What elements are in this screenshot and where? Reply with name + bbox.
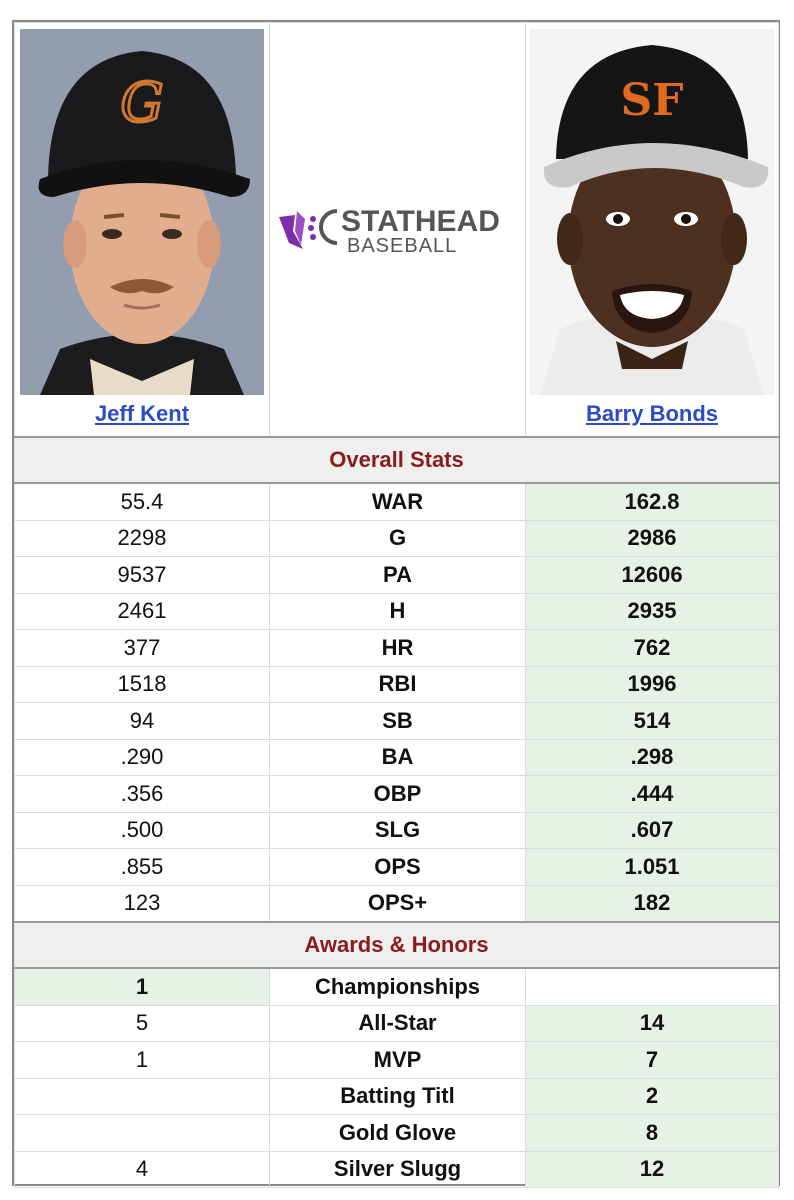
overall-right-value: 762	[525, 629, 779, 667]
award-left-value: 4	[14, 1150, 270, 1188]
overall-row: 2461 H 2935	[14, 592, 779, 630]
comparison-table: G Jeff Kent STATHE	[14, 22, 779, 1188]
awards-header: Awards & Honors	[14, 921, 779, 969]
overall-stat-label: OBP	[269, 775, 526, 813]
award-stat-label: Championships	[269, 967, 526, 1006]
overall-stat-label: OPS	[269, 848, 526, 886]
award-left-value	[14, 1077, 270, 1115]
awards-title: Awards & Honors	[14, 921, 779, 969]
overall-row: .356 OBP .444	[14, 775, 779, 813]
overall-row: 94 SB 514	[14, 702, 779, 740]
overall-stat-label: PA	[269, 556, 526, 594]
stathead-logo: STATHEAD BASEBALL	[278, 205, 500, 257]
overall-stat-label: HR	[269, 629, 526, 667]
overall-right-value: 162.8	[525, 482, 779, 521]
overall-right-value: .298	[525, 738, 779, 776]
overall-row: .290 BA .298	[14, 738, 779, 776]
overall-right-value: .607	[525, 811, 779, 849]
overall-stats-body: 55.4 WAR 162.8 2298 G 2986 9537 PA 12606 2461 H 293…	[14, 482, 779, 923]
right-player-name-link[interactable]: Barry Bonds	[585, 401, 719, 426]
overall-row: .855 OPS 1.051	[14, 848, 779, 886]
award-stat-label: Gold Glove	[269, 1114, 526, 1152]
overall-right-value: 1.051	[525, 848, 779, 886]
barry-bonds-photo: SF	[530, 29, 774, 395]
overall-right-value: 182	[525, 884, 779, 923]
overall-left-value: 55.4	[14, 482, 270, 521]
left-player-name-link[interactable]: Jeff Kent	[94, 401, 190, 426]
svg-text:G: G	[120, 71, 163, 134]
overall-row: 377 HR 762	[14, 629, 779, 667]
overall-stat-label: SB	[269, 702, 526, 740]
award-left-value: 5	[14, 1004, 270, 1042]
overall-row: 1518 RBI 1996	[14, 665, 779, 703]
award-left-value	[14, 1114, 270, 1152]
overall-left-value: 377	[14, 629, 270, 667]
jeff-kent-photo: G	[20, 29, 264, 395]
overall-right-value: 2986	[525, 519, 779, 557]
overall-stats-title: Overall Stats	[14, 436, 779, 484]
right-player-cell: SF Barry Bonds	[525, 22, 779, 438]
overall-left-value: 123	[14, 884, 270, 923]
overall-row: 123 OPS+ 182	[14, 884, 779, 923]
overall-right-value: 12606	[525, 556, 779, 594]
player-header-row: G Jeff Kent STATHE	[14, 22, 779, 438]
award-stat-label: MVP	[269, 1041, 526, 1079]
award-right-value: 14	[525, 1004, 779, 1042]
award-right-value: 12	[525, 1150, 779, 1188]
overall-row: 2298 G 2986	[14, 519, 779, 557]
overall-left-value: 2298	[14, 519, 270, 557]
overall-stat-label: G	[269, 519, 526, 557]
award-stat-label: All-Star	[269, 1004, 526, 1042]
awards-body: 1 Championships 5 All-Star 14 1 MVP 7 Batting Ti…	[14, 967, 779, 1188]
overall-right-value: 2935	[525, 592, 779, 630]
award-right-value: 2	[525, 1077, 779, 1115]
left-player-cell: G Jeff Kent	[14, 22, 270, 438]
award-row: Batting Titl 2	[14, 1077, 779, 1115]
award-left-value: 1	[14, 967, 270, 1006]
overall-left-value: 2461	[14, 592, 270, 630]
overall-left-value: 1518	[14, 665, 270, 703]
overall-stat-label: BA	[269, 738, 526, 776]
award-row: 5 All-Star 14	[14, 1004, 779, 1042]
award-right-value	[525, 967, 779, 1006]
overall-right-value: 1996	[525, 665, 779, 703]
logo-brand-bottom: BASEBALL	[347, 235, 457, 257]
award-row: 4 Silver Slugg 12	[14, 1150, 779, 1188]
overall-left-value: .500	[14, 811, 270, 849]
overall-right-value: .444	[525, 775, 779, 813]
overall-left-value: 9537	[14, 556, 270, 594]
overall-right-value: 514	[525, 702, 779, 740]
award-stat-label: Batting Titl	[269, 1077, 526, 1115]
award-right-value: 7	[525, 1041, 779, 1079]
overall-row: 9537 PA 12606	[14, 556, 779, 594]
award-right-value: 8	[525, 1114, 779, 1152]
overall-left-value: .855	[14, 848, 270, 886]
overall-left-value: .290	[14, 738, 270, 776]
overall-row: 55.4 WAR 162.8	[14, 482, 779, 521]
overall-row: .500 SLG .607	[14, 811, 779, 849]
overall-left-value: 94	[14, 702, 270, 740]
overall-left-value: .356	[14, 775, 270, 813]
overall-stat-label: RBI	[269, 665, 526, 703]
award-stat-label: Silver Slugg	[269, 1150, 526, 1188]
overall-stat-label: H	[269, 592, 526, 630]
overall-stats-header: Overall Stats	[14, 436, 779, 484]
award-row: Gold Glove 8	[14, 1114, 779, 1152]
logo-brand-top: STATHEAD	[341, 205, 500, 238]
comparison-frame: G Jeff Kent STATHE	[12, 20, 780, 1188]
logo-cell: STATHEAD BASEBALL	[269, 22, 526, 438]
award-row: 1 Championships	[14, 967, 779, 1006]
overall-stat-label: SLG	[269, 811, 526, 849]
award-row: 1 MVP 7	[14, 1041, 779, 1079]
overall-stat-label: WAR	[269, 482, 526, 521]
award-left-value: 1	[14, 1041, 270, 1079]
overall-stat-label: OPS+	[269, 884, 526, 923]
svg-text:SF: SF	[620, 75, 683, 126]
